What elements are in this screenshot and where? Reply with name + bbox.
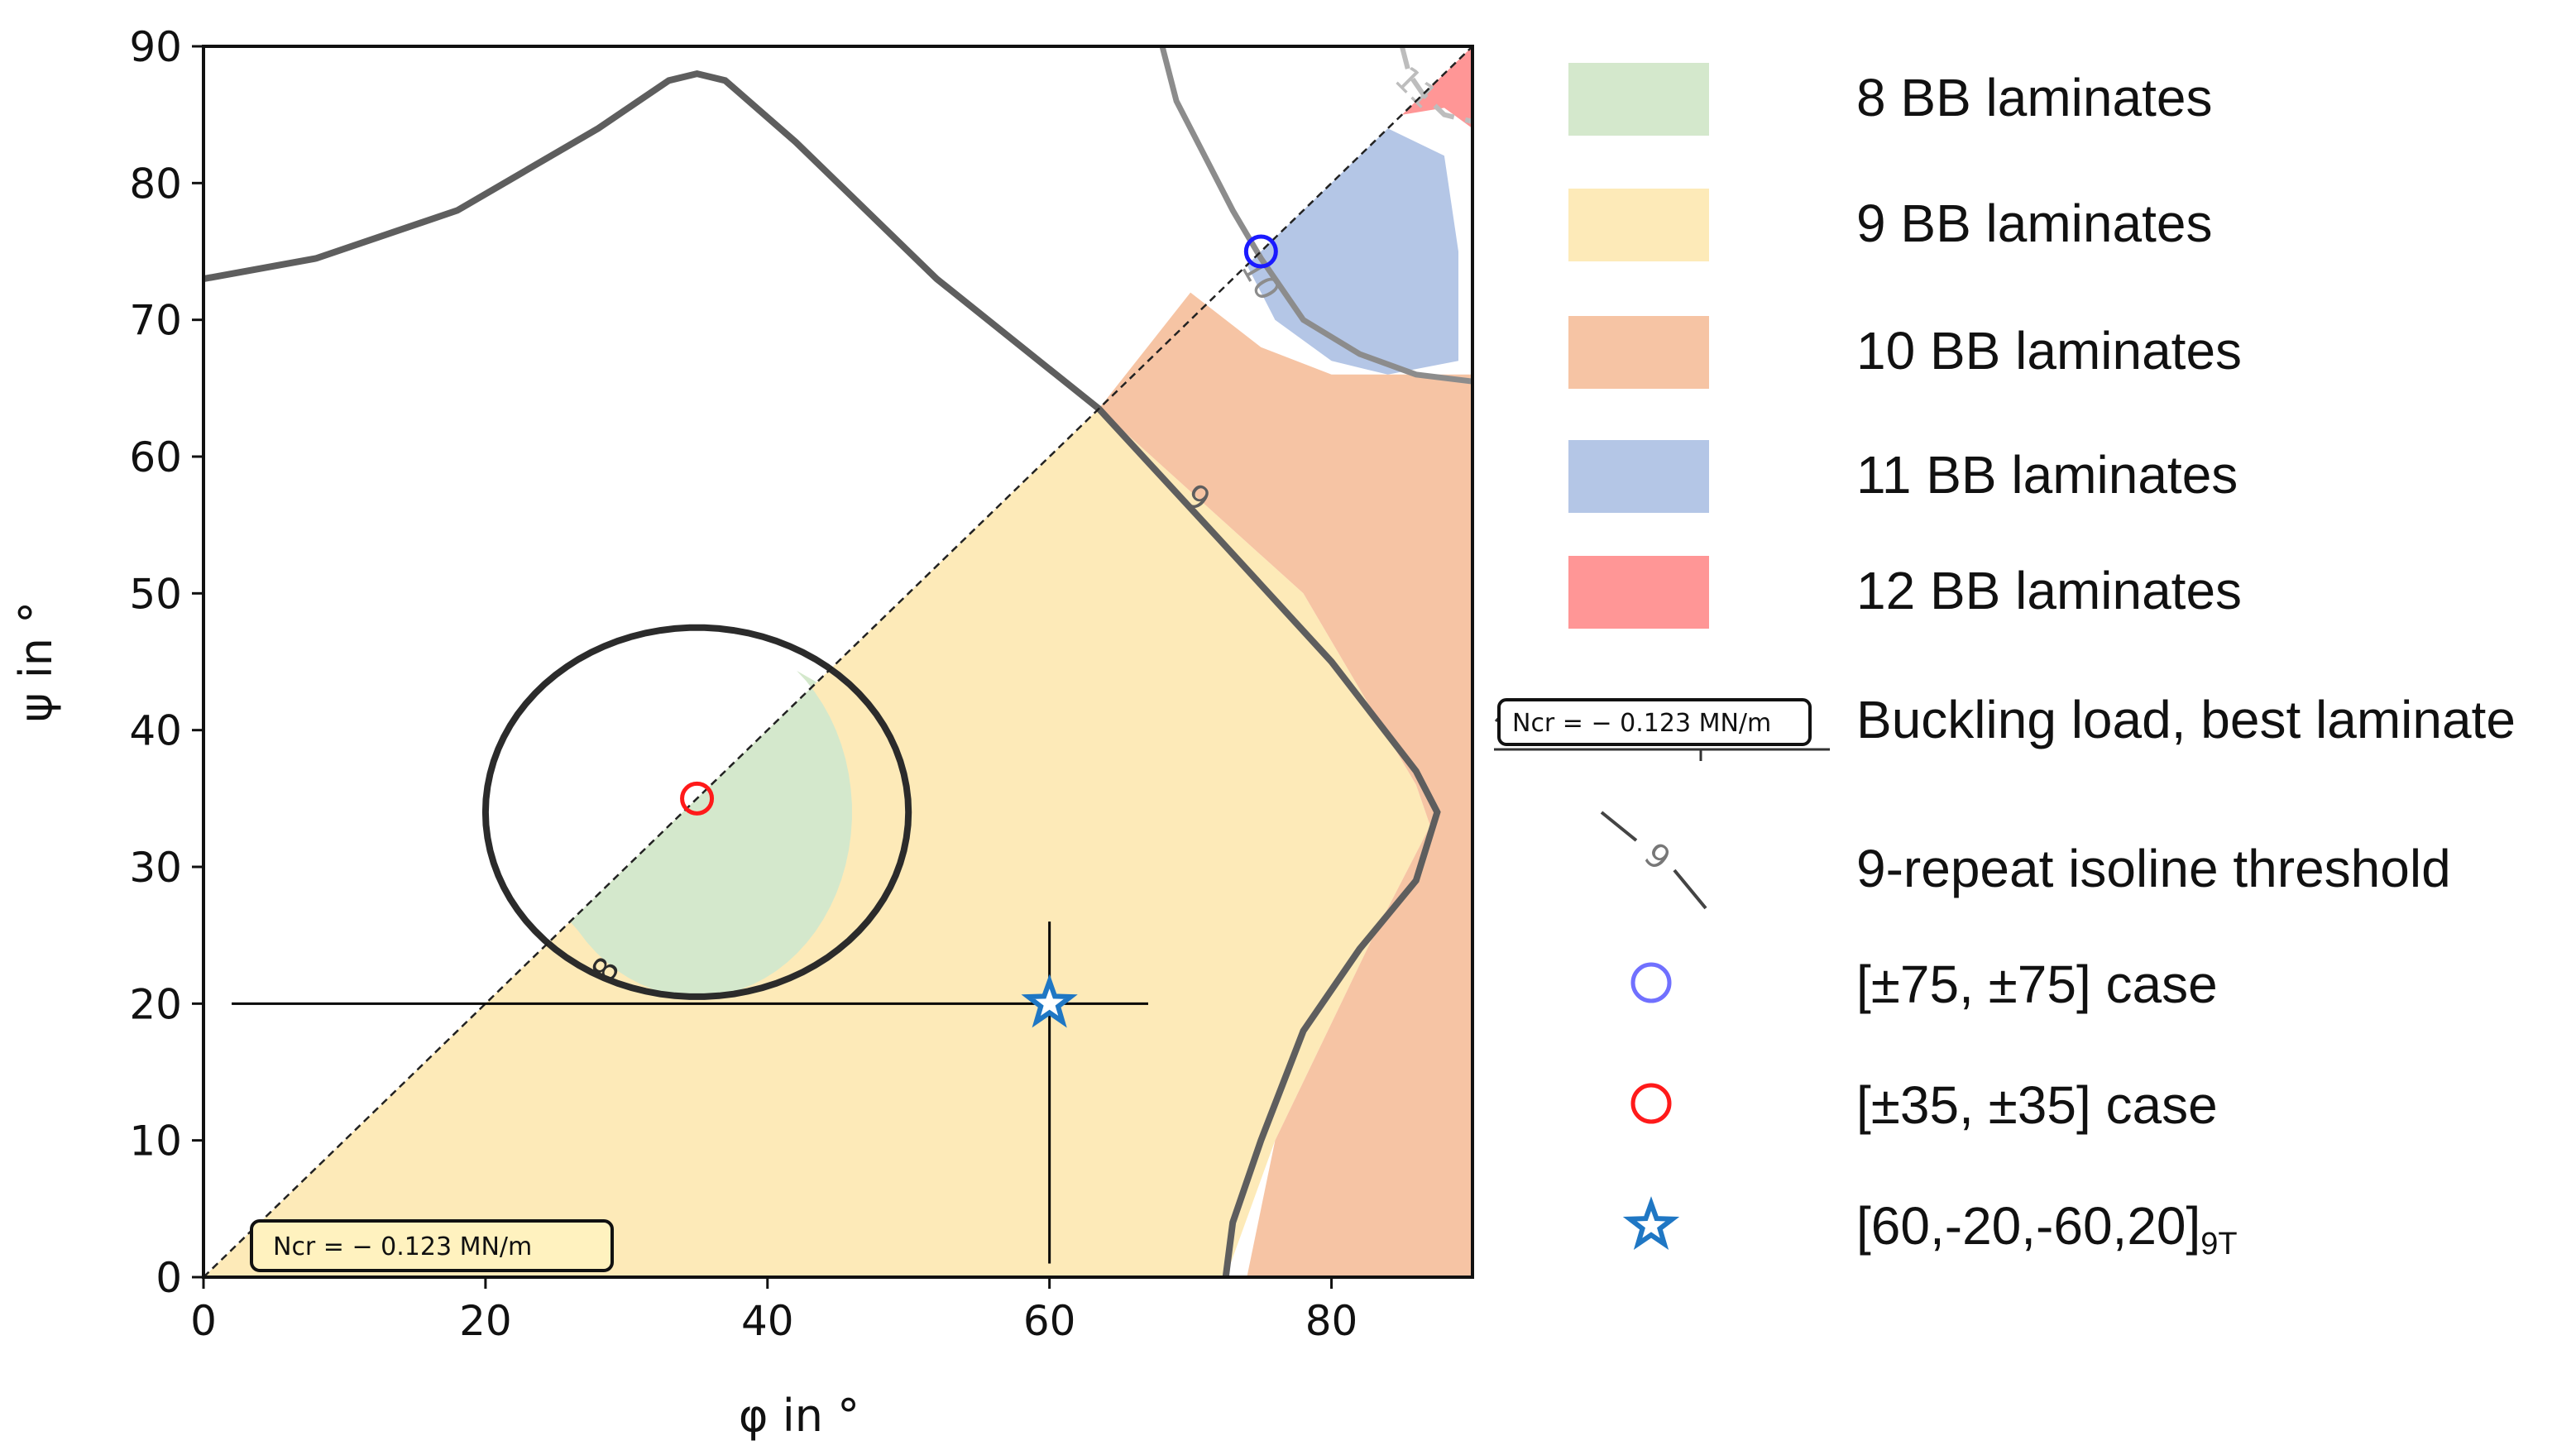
region-12-bb xyxy=(1401,46,1472,129)
legend-label-9: 9 BB laminates xyxy=(1856,194,2212,253)
y-axis: 0 10 20 30 40 50 60 70 80 90 xyxy=(129,23,203,1302)
marker-35-case xyxy=(680,781,715,816)
diagonal-line xyxy=(203,45,1473,1278)
legend-swatch-12 xyxy=(1568,556,1709,629)
legend-label-buckling: Buckling load, best laminate xyxy=(1856,690,2516,749)
isoline-10 xyxy=(1159,46,1472,385)
y-tick-label: 0 xyxy=(156,1254,182,1302)
y-tick-label: 50 xyxy=(129,570,182,618)
y-axis-label: ψ in ° xyxy=(10,601,62,722)
legend-swatch-11 xyxy=(1568,440,1709,513)
x-axis-label: φ in ° xyxy=(739,1390,859,1442)
legend: 8 BB laminates 9 BB laminates 10 BB lami… xyxy=(1494,63,2516,1261)
y-tick-label: 60 xyxy=(129,433,182,481)
isoline-11 xyxy=(1399,46,1472,124)
buckling-annotation-text: Ncr = − 0.123 MN/m xyxy=(273,1232,532,1261)
region-11-bb xyxy=(1247,128,1458,375)
legend-label-8: 8 BB laminates xyxy=(1856,68,2212,127)
legend-label-12: 12 BB laminates xyxy=(1856,561,2242,620)
x-tick-label: 40 xyxy=(741,1297,794,1345)
y-tick-label: 10 xyxy=(129,1118,182,1165)
legend-swatch-9 xyxy=(1568,189,1709,261)
isoline-8 xyxy=(481,624,912,1000)
buckling-annotation: Ncr = − 0.123 MN/m xyxy=(250,1219,614,1272)
region-8-bb xyxy=(570,670,852,997)
isolines-layer xyxy=(203,46,1472,1277)
legend-label-10: 10 BB laminates xyxy=(1856,321,2242,381)
plot-frame xyxy=(202,45,1474,1279)
legend-marker-35 xyxy=(1630,1083,1672,1124)
legend-marker-star xyxy=(1622,1196,1680,1250)
legend-buckling-sample: Ncr = − 0.123 MN/m xyxy=(1494,698,1830,761)
marker-star-9t xyxy=(1021,974,1078,1028)
legend-swatch-8 xyxy=(1568,63,1709,136)
x-tick-label: 80 xyxy=(1305,1297,1358,1345)
y-tick-label: 30 xyxy=(129,844,182,892)
legend-swatch-10 xyxy=(1568,316,1709,389)
legend-label-11: 11 BB laminates xyxy=(1856,445,2238,505)
marker-75-case xyxy=(1243,234,1278,269)
x-tick-label: 20 xyxy=(459,1297,512,1345)
legend-buckling-box-text: Ncr = − 0.123 MN/m xyxy=(1512,709,1771,738)
regions-layer xyxy=(203,46,1472,1277)
x-tick-label: 60 xyxy=(1023,1297,1076,1345)
x-axis: 0 20 40 60 80 xyxy=(190,1277,1357,1345)
legend-isoline-sample: 9 xyxy=(1600,811,1707,910)
legend-label-star: [60,-20,-60,20]9T xyxy=(1856,1196,2238,1261)
region-10-bb xyxy=(1099,292,1472,1277)
x-tick-label: 0 xyxy=(190,1297,217,1345)
y-tick-label: 20 xyxy=(129,980,182,1028)
legend-marker-75 xyxy=(1630,962,1672,1003)
y-tick-label: 70 xyxy=(129,297,182,345)
legend-isoline-label: 9 xyxy=(1637,835,1678,878)
isoline-9 xyxy=(203,69,1441,1277)
y-tick-label: 90 xyxy=(129,23,182,71)
legend-label-35: [±35, ±35] case xyxy=(1856,1075,2218,1135)
y-tick-label: 40 xyxy=(129,707,182,755)
legend-label-isoline: 9-repeat isoline threshold xyxy=(1856,839,2451,898)
y-tick-label: 80 xyxy=(129,160,182,208)
legend-label-75: [±75, ±75] case xyxy=(1856,955,2218,1014)
